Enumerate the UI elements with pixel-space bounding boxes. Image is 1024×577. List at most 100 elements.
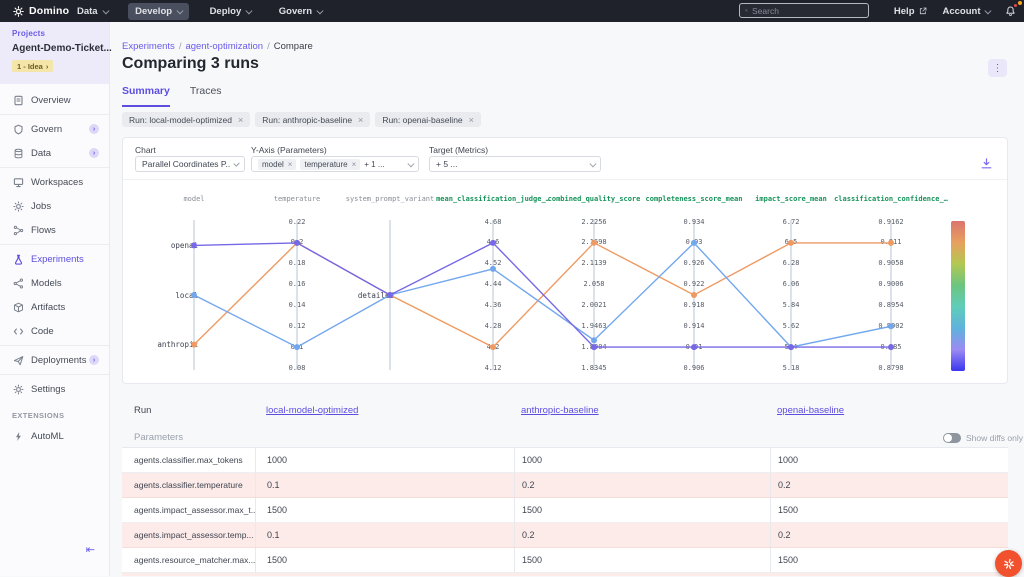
- series-point: [490, 239, 496, 246]
- close-icon[interactable]: ×: [287, 159, 293, 169]
- assistant-fab[interactable]: [995, 550, 1022, 577]
- sidebar-item-models[interactable]: Models: [0, 271, 109, 295]
- yaxis-parameters-select[interactable]: model × temperature × + 1 ...: [251, 156, 419, 172]
- series-point: [490, 344, 496, 351]
- sidebar-item-deployments[interactable]: Deployments ›: [0, 348, 109, 372]
- param-name-cell: agents.impact_assessor.temp...: [134, 530, 254, 540]
- param-value-cell: 1000: [770, 448, 1008, 472]
- target-select-label: Target (Metrics): [429, 145, 489, 155]
- run-link-openai-baseline[interactable]: openai-baseline: [777, 405, 845, 416]
- sidebar-item-code[interactable]: Code: [0, 319, 109, 343]
- table-row-partial: [122, 573, 1008, 576]
- run-link-local-model-optimized[interactable]: local-model-optimized: [266, 405, 359, 416]
- nodes-icon: [12, 277, 24, 289]
- global-search[interactable]: [739, 3, 869, 18]
- target-metrics-select[interactable]: + 5 ...: [429, 156, 601, 172]
- axis-title: temperature: [273, 195, 321, 203]
- sidebar-item-settings[interactable]: Settings: [0, 377, 109, 401]
- sidebar-item-label: Workspaces: [31, 176, 84, 188]
- divider: [0, 114, 109, 115]
- shield-icon: [12, 123, 24, 135]
- notifications-button[interactable]: [1005, 3, 1018, 17]
- tab-summary[interactable]: Summary: [122, 85, 170, 107]
- chart-axis: [492, 220, 494, 370]
- sidebar-collapse-icon[interactable]: ⇤: [85, 543, 95, 556]
- sidebar-item-artifacts[interactable]: Artifacts: [0, 295, 109, 319]
- series-point: [591, 337, 597, 344]
- axis-title: system_prompt_variant: [345, 195, 435, 203]
- menu-govern[interactable]: Govern: [272, 3, 329, 20]
- sidebar-item-flows[interactable]: Flows: [0, 218, 109, 242]
- menu-develop[interactable]: Develop: [128, 2, 189, 20]
- axis-tick-label: 0.14: [288, 300, 306, 309]
- run-chip[interactable]: Run: local-model-optimized ×: [122, 112, 251, 127]
- menu-deploy[interactable]: Deploy: [203, 3, 258, 20]
- sidebar-item-overview[interactable]: Overview: [0, 88, 109, 112]
- close-icon[interactable]: ×: [351, 159, 357, 169]
- chart-lines: [191, 239, 894, 351]
- show-diffs-toggle[interactable]: [943, 433, 961, 443]
- top-navbar: Domino Data Develop Deploy Govern Help Acco…: [0, 0, 1024, 22]
- close-icon[interactable]: ×: [468, 114, 474, 125]
- series-point: [591, 344, 597, 351]
- series-line-local-model-optimized: [193, 241, 892, 348]
- help-link[interactable]: Help: [894, 6, 927, 17]
- axis-tick-label: 1.9463: [581, 321, 607, 330]
- sidebar-item-experiments[interactable]: Experiments: [0, 247, 109, 271]
- axis-tick-label: 5.62: [782, 321, 800, 330]
- sidebar-item-label: Code: [31, 325, 54, 337]
- table-row: agents.classifier.temperature 0.1 0.2 0.2: [122, 473, 1008, 498]
- project-name[interactable]: Agent-Demo-Ticket...: [12, 43, 112, 54]
- run-chip[interactable]: Run: openai-baseline ×: [375, 112, 481, 127]
- yaxis-chip[interactable]: temperature ×: [300, 158, 361, 170]
- axis-tick-label: 0.934: [683, 217, 705, 226]
- parameters-header: Parameters Show diffs only: [122, 426, 1023, 448]
- axis-title: mean_classification_judge_…: [436, 195, 550, 203]
- more-actions-button[interactable]: ⋮: [988, 59, 1007, 77]
- close-icon[interactable]: ×: [358, 114, 364, 125]
- menu-label: Data: [77, 5, 98, 17]
- axis-tick-label: 2.1139: [581, 259, 607, 268]
- status-dot: [1018, 1, 1022, 5]
- breadcrumb-link[interactable]: Experiments: [122, 41, 175, 52]
- page-title: Comparing 3 runs: [122, 55, 259, 72]
- download-chart-button[interactable]: [980, 157, 993, 175]
- sidebar-item-jobs[interactable]: Jobs: [0, 194, 109, 218]
- sidebar-item-govern[interactable]: Govern ›: [0, 117, 109, 141]
- account-menu[interactable]: Account: [943, 6, 991, 17]
- chart-type-select[interactable]: Parallel Coordinates P...: [135, 156, 245, 172]
- run-chip[interactable]: Run: anthropic-baseline ×: [255, 112, 371, 127]
- show-diffs-label: Show diffs only: [966, 433, 1024, 443]
- menu-data[interactable]: Data: [70, 3, 114, 20]
- flask-icon: [12, 253, 24, 265]
- close-icon[interactable]: ×: [238, 114, 244, 125]
- axis-tick-label: 4.68: [484, 217, 502, 226]
- axis-tick-label: 0.926: [683, 259, 705, 268]
- sidebar-item-automl[interactable]: AutoML: [0, 424, 109, 448]
- gear-icon: [12, 383, 24, 395]
- project-stage-badge[interactable]: 1 - Idea ›: [12, 60, 54, 72]
- axis-tick-label: 2.058: [583, 280, 605, 289]
- run-link-anthropic-baseline[interactable]: anthropic-baseline: [521, 405, 599, 416]
- projects-label[interactable]: Projects: [12, 29, 46, 38]
- divider: [0, 167, 109, 168]
- axis-tick-label: 0.16: [288, 280, 306, 289]
- domino-logo[interactable]: Domino: [13, 0, 69, 22]
- main-content: Experiments / agent-optimization / Compare C…: [110, 22, 1024, 577]
- sidebar-item-data[interactable]: Data ›: [0, 141, 109, 165]
- run-links-row: Run local-model-optimized anthropic-basel…: [122, 400, 1008, 424]
- yaxis-chip[interactable]: model ×: [258, 158, 297, 170]
- sidebar-item-workspaces[interactable]: Workspaces: [0, 170, 109, 194]
- axis-tick-label: 0.918: [683, 300, 705, 309]
- breadcrumb-link[interactable]: agent-optimization: [185, 41, 264, 52]
- axis-tick-label: 0.8798: [878, 363, 904, 372]
- tab-traces[interactable]: Traces: [189, 85, 222, 97]
- sidebar-item-label: Data: [31, 147, 52, 159]
- search-input[interactable]: [752, 5, 863, 16]
- sun-icon: [12, 200, 24, 212]
- divider: [0, 345, 109, 346]
- notification-dot: [1013, 3, 1018, 8]
- sidebar-item-label: Flows: [31, 224, 56, 236]
- yaxis-select-label: Y-Axis (Parameters): [251, 145, 327, 155]
- param-value-cell: 0.2: [770, 473, 1008, 497]
